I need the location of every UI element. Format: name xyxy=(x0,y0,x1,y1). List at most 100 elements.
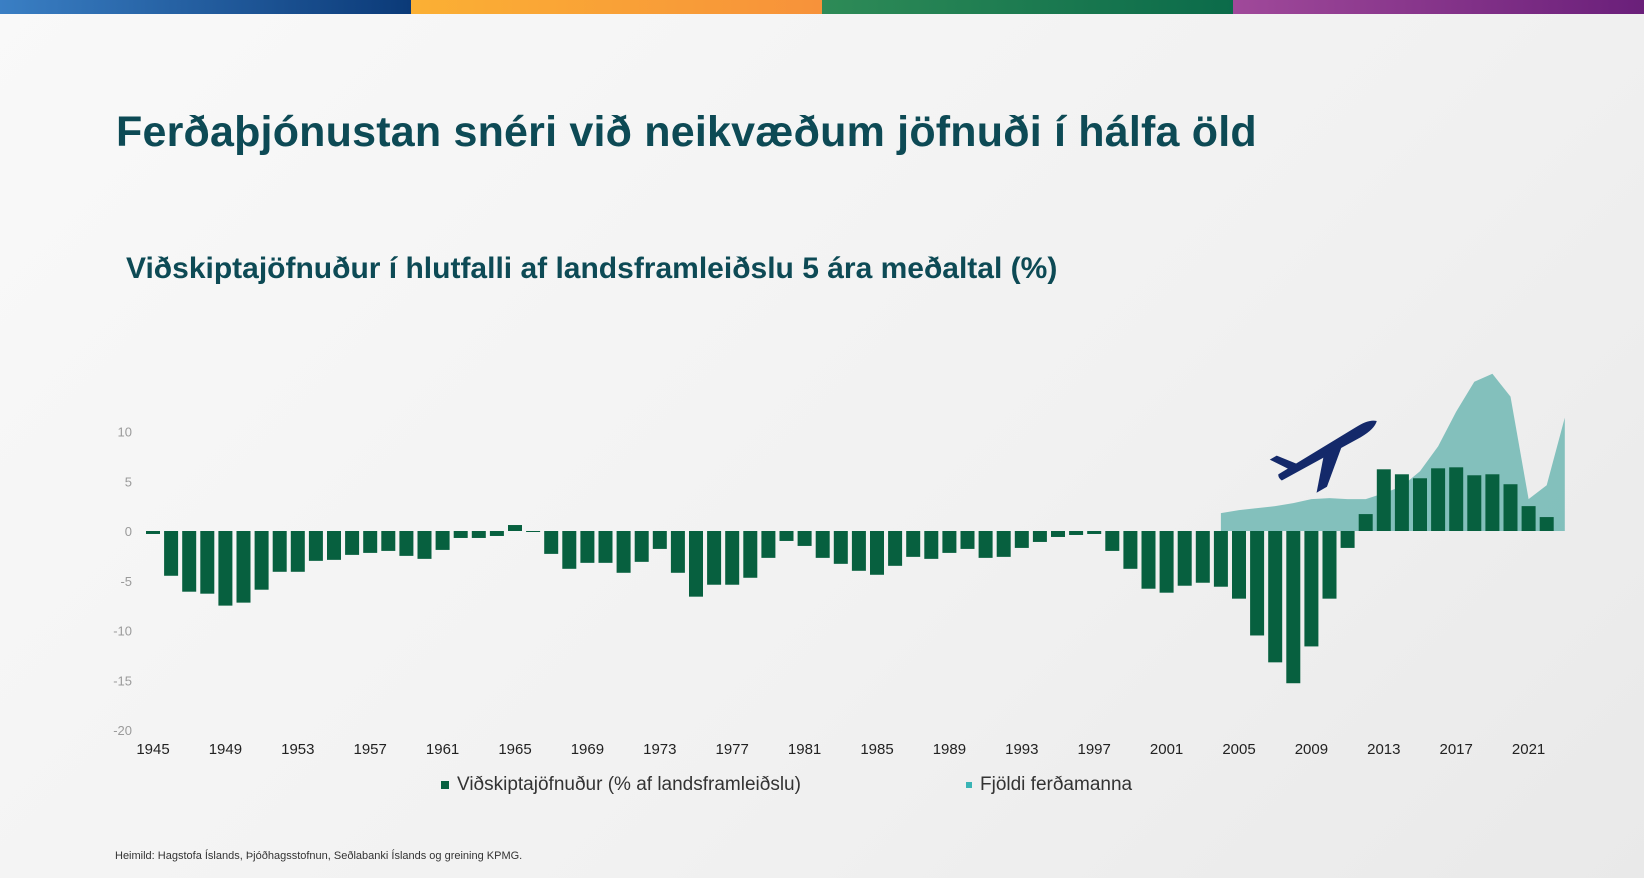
legend-item-current-account: Viðskiptajöfnuður (% af landsframleiðslu… xyxy=(441,774,801,796)
bar-1950 xyxy=(236,531,251,603)
bar-1969 xyxy=(580,531,595,563)
bar-2021 xyxy=(1521,506,1536,531)
y-tick-label: 10 xyxy=(118,425,132,440)
top-bar-segment-orange xyxy=(411,0,822,14)
bar-2015 xyxy=(1413,478,1427,531)
x-tick-label: 1993 xyxy=(1005,741,1038,758)
bar-2017 xyxy=(1449,467,1464,531)
bar-1945 xyxy=(146,531,160,534)
bar-2008 xyxy=(1286,531,1301,684)
x-tick-label: 1957 xyxy=(354,741,387,758)
bar-1946 xyxy=(164,531,179,576)
bar-1978 xyxy=(743,531,758,578)
legend-swatch-current-account xyxy=(441,781,449,789)
bar-2012 xyxy=(1358,514,1373,531)
chart-legend: Viðskiptajöfnuður (% af landsframleiðslu… xyxy=(0,774,1644,804)
bar-1998 xyxy=(1105,531,1120,551)
bar-2009 xyxy=(1304,531,1319,647)
bar-1953 xyxy=(290,531,305,572)
bar-1952 xyxy=(272,531,287,572)
bar-1994 xyxy=(1032,531,1047,542)
x-tick-label: 2017 xyxy=(1440,741,1473,758)
y-tick-label: -5 xyxy=(120,574,132,589)
top-bar-segment-green xyxy=(822,0,1233,14)
bar-1951 xyxy=(254,531,269,590)
bar-1989 xyxy=(942,531,957,553)
x-tick-label: 2013 xyxy=(1367,741,1400,758)
x-tick-label: 1949 xyxy=(209,741,242,758)
x-tick-label: 1985 xyxy=(860,741,893,758)
bar-1974 xyxy=(670,531,685,573)
bar-2004 xyxy=(1213,531,1228,587)
y-tick-label: 0 xyxy=(125,524,132,539)
bar-1956 xyxy=(345,531,360,555)
y-tick-label: 5 xyxy=(125,474,132,489)
bar-1961 xyxy=(435,531,450,550)
bar-2013 xyxy=(1376,469,1391,531)
bar-2003 xyxy=(1195,531,1210,583)
top-bar-segment-purple xyxy=(1233,0,1644,14)
bar-2010 xyxy=(1322,531,1337,599)
y-tick-label: -10 xyxy=(113,624,132,639)
x-axis-ticks: 1945 1949 1953 1957 1961 1965 1969 1973 1977 1981… xyxy=(136,741,1545,758)
x-tick-label: 1945 xyxy=(136,741,169,758)
top-color-bar xyxy=(0,0,1644,14)
bar-1949 xyxy=(218,531,233,606)
bar-1954 xyxy=(308,531,323,561)
x-tick-label: 1973 xyxy=(643,741,676,758)
bar-1992 xyxy=(996,531,1011,557)
legend-label-current-account: Viðskiptajöfnuður (% af landsframleiðslu… xyxy=(457,774,801,795)
source-note: Heimild: Hagstofa Íslands, Þjóðhagsstofn… xyxy=(115,850,523,862)
bar-1986 xyxy=(888,531,903,566)
x-tick-label: 2009 xyxy=(1295,741,1328,758)
bar-1984 xyxy=(851,531,866,571)
x-tick-label: 2005 xyxy=(1222,741,1255,758)
bar-1972 xyxy=(634,531,649,562)
bar-1985 xyxy=(870,531,884,575)
bar-2020 xyxy=(1503,484,1518,531)
bar-1999 xyxy=(1123,531,1138,569)
bar-2000 xyxy=(1141,531,1156,589)
bar-1948 xyxy=(200,531,215,594)
bar-1964 xyxy=(489,531,504,536)
x-tick-label: 2001 xyxy=(1150,741,1183,758)
airplane-tail xyxy=(1269,455,1298,470)
airplane-body xyxy=(1278,420,1377,481)
bar-1990 xyxy=(960,531,975,549)
bar-1981 xyxy=(797,531,812,546)
y-tick-label: -20 xyxy=(113,723,132,738)
x-tick-label: 1969 xyxy=(571,741,604,758)
bar-2006 xyxy=(1250,531,1265,636)
bar-1963 xyxy=(471,531,486,538)
y-tick-label: -15 xyxy=(113,673,132,688)
x-tick-label: 1997 xyxy=(1078,741,1111,758)
airplane-wing xyxy=(1316,442,1344,493)
bar-2007 xyxy=(1268,531,1283,663)
bar-1962 xyxy=(453,531,468,538)
top-bar-segment-blue xyxy=(0,0,411,14)
bar-1959 xyxy=(399,531,414,556)
bar-1960 xyxy=(417,531,432,559)
bar-1967 xyxy=(544,531,559,554)
bar-1965 xyxy=(508,525,522,531)
bar-1982 xyxy=(815,531,830,558)
y-axis-ticks: 10 5 0 -5 -10 -15 -20 xyxy=(113,425,132,739)
x-tick-label: 1989 xyxy=(933,741,966,758)
bar-1973 xyxy=(652,531,667,549)
bar-1968 xyxy=(562,531,577,569)
x-tick-label: 1965 xyxy=(498,741,531,758)
bar-2018 xyxy=(1467,475,1482,531)
legend-label-tourists: Fjöldi ferðamanna xyxy=(980,774,1133,795)
bar-1966 xyxy=(526,531,541,532)
airplane-icon xyxy=(1269,420,1377,493)
bar-1993 xyxy=(1014,531,1029,548)
bar-1997 xyxy=(1087,531,1102,534)
bar-1983 xyxy=(833,531,848,564)
bar-1971 xyxy=(616,531,631,573)
bar-1958 xyxy=(381,531,396,551)
bar-layer xyxy=(146,467,1554,684)
bar-2022 xyxy=(1539,517,1554,531)
bar-1976 xyxy=(707,531,722,585)
bar-2016 xyxy=(1431,468,1446,531)
